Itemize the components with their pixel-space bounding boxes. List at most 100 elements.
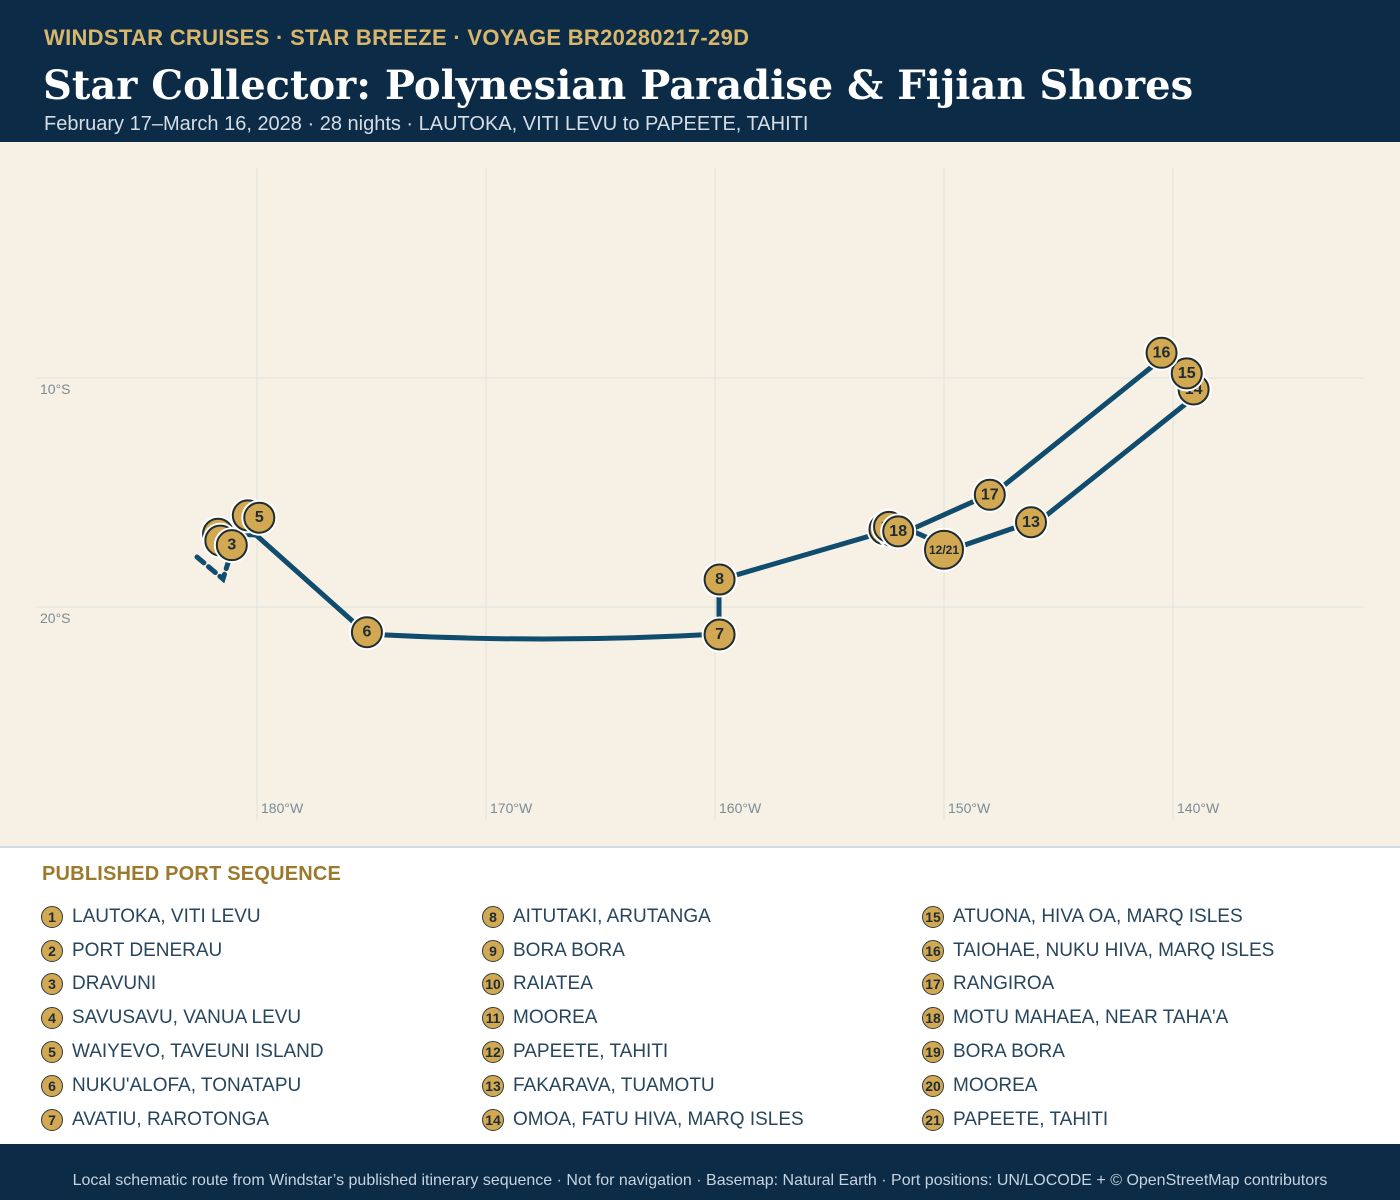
- port-number-badge: 17: [922, 973, 944, 996]
- port-name: FAKARAVA, TUAMOTU: [513, 1074, 715, 1096]
- port-markers: 123456789101112/21131415161718: [200, 334, 1212, 653]
- legend-item: 2 PORT DENERAU: [41, 934, 324, 968]
- port-number-badge: 12: [482, 1041, 504, 1064]
- legend-item: 8 AITUTAKI, ARUTANGA: [482, 900, 804, 934]
- lon-tick-label: 150°W: [948, 800, 991, 816]
- route-line-group: [194, 350, 1206, 642]
- port-marker-label: 3: [227, 537, 236, 554]
- legend-item: 18 MOTU MAHAEA, NEAR TAHA'A: [922, 1001, 1274, 1035]
- port-marker-dot: [243, 501, 276, 534]
- lon-tick-label: 180°W: [261, 800, 304, 816]
- port-marker-dot: [1015, 506, 1048, 539]
- port-number-badge: 1: [41, 905, 63, 928]
- port-marker-dot: [973, 478, 1006, 511]
- legend-item: 6 NUKU'ALOFA, TONATAPU: [41, 1069, 324, 1103]
- footer-banner: Local schematic route from Windstar’s pu…: [0, 1144, 1400, 1200]
- lon-tick-label: 170°W: [490, 800, 533, 816]
- legend-column: 8 AITUTAKI, ARUTANGA 9 BORA BORA 10 RAIATEA 11…: [482, 900, 804, 1137]
- port-number-badge: 16: [922, 939, 944, 962]
- port-name: MOOREA: [513, 1007, 598, 1029]
- lat-tick-label: 20°S: [40, 610, 71, 626]
- port-marker: 12/21: [922, 527, 966, 572]
- port-marker: 17: [971, 476, 1008, 513]
- port-name: SAVUSAVU, VANUA LEVU: [72, 1007, 302, 1029]
- port-number-badge: 20: [922, 1074, 944, 1097]
- attribution-text: Local schematic route from Windstar’s pu…: [72, 1172, 1328, 1189]
- legend-item: 14 OMOA, FATU HIVA, MARQ ISLES: [482, 1103, 804, 1137]
- port-marker-label: 16: [1153, 344, 1171, 361]
- legend-item: 4 SAVUSAVU, VANUA LEVU: [41, 1001, 324, 1035]
- port-marker-label: 8: [715, 571, 724, 588]
- legend-item: 20 MOOREA: [922, 1069, 1274, 1103]
- port-name: OMOA, FATU HIVA, MARQ ISLES: [513, 1108, 804, 1130]
- port-number-badge: 19: [922, 1041, 944, 1064]
- port-marker-label: 18: [889, 523, 907, 540]
- legend-item: 19 BORA BORA: [922, 1035, 1274, 1069]
- port-number-badge: 2: [41, 939, 63, 962]
- legend-item: 3 DRAVUNI: [41, 968, 324, 1002]
- port-marker-dot: [882, 515, 915, 548]
- port-marker: 15: [1168, 355, 1205, 392]
- port-name: WAIYEVO, TAVEUNI ISLAND: [72, 1041, 324, 1063]
- lon-tick-label: 160°W: [719, 800, 762, 816]
- port-marker-dot: [703, 618, 736, 651]
- port-name: PORT DENERAU: [72, 939, 223, 961]
- port-number-badge: 8: [482, 905, 504, 928]
- voyage-subtitle: February 17–March 16, 2028 · 28 nights ·…: [44, 113, 809, 135]
- route-segment-return: [907, 350, 1172, 533]
- port-marker: 6: [348, 614, 385, 651]
- legend-title: PUBLISHED PORT SEQUENCE: [42, 863, 342, 885]
- port-number-badge: 4: [41, 1007, 63, 1030]
- port-marker: 7: [701, 616, 738, 653]
- port-name: MOTU MAHAEA, NEAR TAHA'A: [953, 1007, 1229, 1029]
- route-segment-to-tonga: [253, 532, 370, 637]
- voyage-eyebrow: WINDSTAR CRUISES · STAR BREEZE · VOYAGE …: [44, 25, 750, 50]
- port-number-badge: 15: [922, 905, 944, 928]
- port-marker-dot: [350, 616, 383, 649]
- lon-tick-label: 140°W: [1177, 800, 1220, 816]
- port-marker-label: 15: [1178, 365, 1196, 382]
- port-marker: 8: [701, 561, 738, 598]
- port-marker-dot: [703, 563, 736, 596]
- port-marker: 18: [880, 513, 917, 550]
- legend-item: 5 WAIYEVO, TAVEUNI ISLAND: [41, 1035, 324, 1069]
- port-number-badge: 10: [482, 973, 504, 996]
- legend-column: 15 ATUONA, HIVA OA, MARQ ISLES 16 TAIOHAE, …: [922, 900, 1274, 1137]
- page-title: Star Collector: Polynesian Paradise & Fi…: [43, 62, 1194, 109]
- port-number-badge: 6: [41, 1074, 63, 1097]
- legend-item: 7 AVATIU, RAROTONGA: [41, 1103, 324, 1137]
- port-name: ATUONA, HIVA OA, MARQ ISLES: [953, 905, 1243, 927]
- port-marker: 3: [213, 527, 250, 564]
- port-marker: 13: [1013, 504, 1050, 541]
- route-segment-to-rarotonga: [364, 631, 722, 642]
- port-number-badge: 7: [41, 1108, 63, 1131]
- route-segment-to-marquesas: [950, 387, 1206, 552]
- port-name: AITUTAKI, ARUTANGA: [513, 905, 711, 927]
- port-name: PAPEETE, TAHITI: [513, 1041, 669, 1063]
- port-marker-dot: [924, 529, 964, 570]
- legend-item: 12 PAPEETE, TAHITI: [482, 1035, 804, 1069]
- route-map-canvas: 10°S 20°S 180°W 170°W 160°W 150°W 140°W …: [36, 168, 1364, 820]
- port-marker-dot: [1145, 336, 1178, 369]
- legend-item: 15 ATUONA, HIVA OA, MARQ ISLES: [922, 900, 1274, 934]
- port-marker: 5: [241, 499, 278, 536]
- port-marker-label: 12/21: [929, 543, 959, 557]
- port-name: PAPEETE, TAHITI: [953, 1108, 1109, 1130]
- graticule: [36, 168, 1364, 820]
- legend-item: 16 TAIOHAE, NUKU HIVA, MARQ ISLES: [922, 934, 1274, 968]
- port-marker-label: 7: [715, 626, 724, 643]
- port-name: AVATIU, RAROTONGA: [72, 1108, 270, 1130]
- port-marker-label: 6: [362, 624, 371, 641]
- legend-column: 1 LAUTOKA, VITI LEVU 2 PORT DENERAU 3 DRAVUNI…: [41, 900, 324, 1137]
- port-name: RANGIROA: [953, 973, 1055, 995]
- port-name: LAUTOKA, VITI LEVU: [72, 905, 261, 927]
- legend-item: 17 RANGIROA: [922, 968, 1274, 1002]
- port-name: BORA BORA: [513, 939, 625, 961]
- legend-item: 10 RAIATEA: [482, 968, 804, 1002]
- port-marker-dot: [215, 529, 248, 562]
- port-marker: 16: [1143, 334, 1180, 371]
- port-name: DRAVUNI: [72, 973, 157, 995]
- route-map: 10°S 20°S 180°W 170°W 160°W 150°W 140°W …: [0, 142, 1400, 848]
- port-number-badge: 9: [482, 939, 504, 962]
- port-name: RAIATEA: [513, 973, 593, 995]
